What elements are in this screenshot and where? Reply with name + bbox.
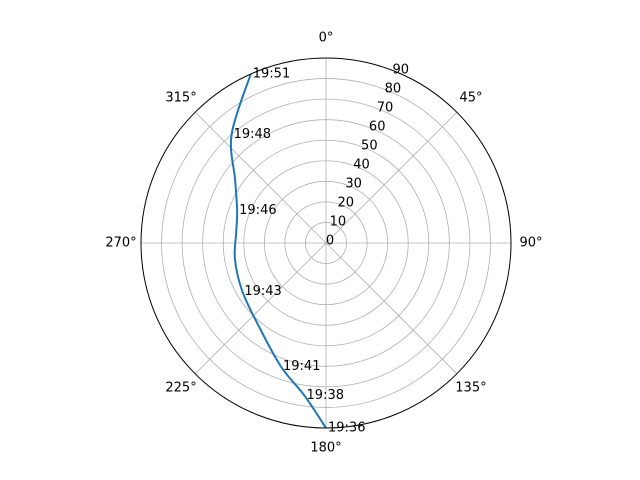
radial-tick-label: 60 bbox=[369, 120, 386, 135]
radial-tick-label: 40 bbox=[353, 158, 370, 173]
angular-tick-label: 45° bbox=[459, 91, 482, 106]
radial-tick-label: 0 bbox=[326, 234, 334, 249]
angular-tick-label: 270° bbox=[105, 236, 136, 251]
radial-tick-label: 80 bbox=[385, 82, 402, 97]
time-annotation: 19:51 bbox=[253, 66, 290, 81]
track-series-line bbox=[229, 73, 327, 429]
radial-tick-label: 20 bbox=[337, 196, 354, 211]
radial-tick-label: 30 bbox=[345, 177, 362, 192]
angular-tick-label: 315° bbox=[165, 91, 196, 106]
radial-tick-label: 70 bbox=[377, 101, 394, 116]
angular-gridline bbox=[325, 242, 458, 375]
grid-layer bbox=[141, 58, 511, 428]
angular-tick-label: 225° bbox=[165, 380, 196, 395]
frame-layer bbox=[140, 57, 512, 429]
label-layer: 0° 45° 90° 135° 180° 225° 270° 315° 90 80 70 60 50 40… bbox=[105, 31, 542, 456]
time-annotation: 19:46 bbox=[239, 203, 276, 218]
time-annotation: 19:43 bbox=[244, 284, 281, 299]
polar-frame bbox=[140, 57, 512, 429]
time-annotation: 19:41 bbox=[283, 359, 320, 374]
radial-tick-label: 90 bbox=[393, 63, 410, 78]
angular-tick-label: 180° bbox=[310, 441, 341, 456]
time-annotation: 19:38 bbox=[307, 388, 344, 403]
angular-tick-label: 135° bbox=[455, 380, 486, 395]
radial-tick-label: 50 bbox=[361, 139, 378, 154]
angular-gridline bbox=[325, 111, 458, 244]
angular-gridline bbox=[194, 111, 327, 244]
time-annotation: 19:48 bbox=[234, 127, 271, 142]
angular-tick-label: 90° bbox=[519, 236, 542, 251]
time-annotation: 19:36 bbox=[328, 421, 365, 436]
track-layer bbox=[229, 73, 327, 429]
angular-gridline bbox=[194, 242, 327, 375]
angular-tick-label: 0° bbox=[319, 31, 334, 46]
radial-tick-label: 10 bbox=[330, 215, 347, 230]
